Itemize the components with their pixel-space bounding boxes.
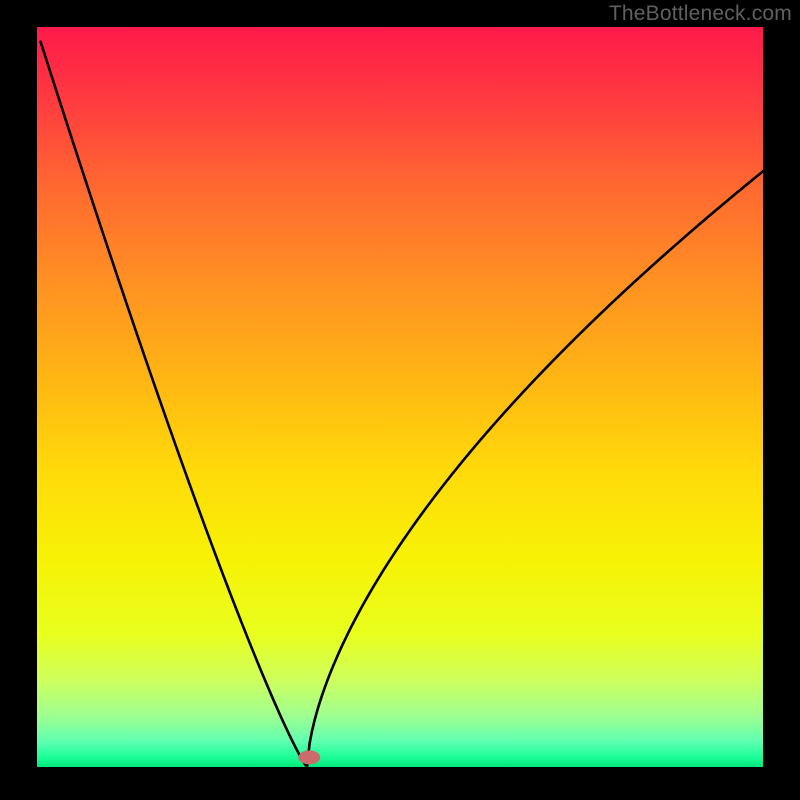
plot-background	[37, 27, 763, 767]
bottleneck-curve-chart	[0, 0, 800, 800]
chart-canvas: TheBottleneck.com	[0, 0, 800, 800]
watermark-text: TheBottleneck.com	[609, 2, 792, 26]
optimal-point-marker	[298, 750, 320, 764]
